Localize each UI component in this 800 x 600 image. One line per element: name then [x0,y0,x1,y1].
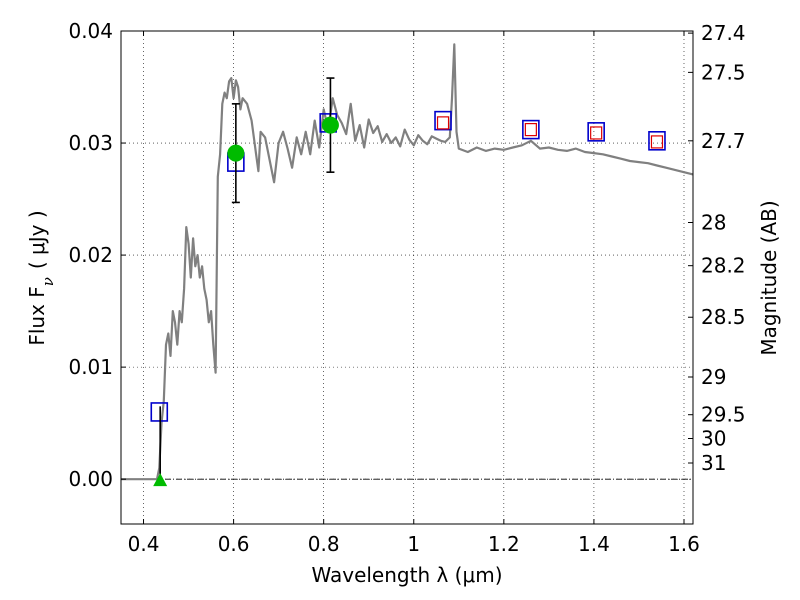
x-tick-label: 1.2 [488,532,520,556]
x-tick-label: 0.4 [128,532,160,556]
axis-ticks: 0.4 0.6 0.8 1 1.2 1.4 1.6 0.00 0.01 0.02 0.03 0.04 2… [68,19,745,556]
y2-tick-label: 27.5 [701,60,746,84]
y2-tick-label: 28.2 [701,254,746,278]
x-tick-label: 1.6 [668,532,700,556]
svg-text:Flux Fν( μJy ): Flux Fν ( μJy ) [25,210,57,345]
x-tick-label: 1.4 [578,532,610,556]
y-tick-label: 0.02 [68,243,113,267]
y2-tick-label: 29.5 [701,403,746,427]
y-axis-title: Flux Fν ( μJy ) [25,210,57,345]
synthetic-photometry-square [650,135,664,149]
y-tick-label: 0.03 [68,131,113,155]
y-tick-label: 0.01 [68,355,113,379]
y-axis-title-unit: ( μJy ) [25,210,49,269]
x-tick-label: 0.8 [308,532,340,556]
y2-tick-label: 27.4 [701,21,746,45]
model-photometry-square [150,402,169,422]
model-photometry-square [587,122,605,142]
y2-tick-label: 30 [701,427,726,451]
y-tick-label: 0.04 [68,19,113,43]
y2-tick-label: 29 [701,365,726,389]
chart-marks [121,43,694,487]
y-tick-label: 0.00 [68,467,113,491]
observed-point [227,144,245,162]
x-tick-label: 0.6 [218,532,250,556]
y-axis-title-sub: ν [39,277,57,286]
model-photometry-square [522,119,540,140]
y2-tick-label: 27.7 [701,129,746,153]
x-tick-label: 1 [407,532,420,556]
y2-tick-label: 28 [701,211,726,235]
observed-point [321,116,339,134]
y2-axis-title: Magnitude (AB) [757,200,781,355]
model-photometry-square [648,131,666,151]
model-sed-line [121,43,694,481]
synthetic-photometry-square [436,116,450,130]
synthetic-photometry-square [590,126,603,140]
synthetic-photometry-square [524,122,537,137]
model-photometry-square [434,110,452,131]
y-axis-title-main: Flux F [25,286,49,345]
y2-tick-label: 28.5 [701,305,746,329]
upper-limit-triangle [153,473,168,487]
plot-area [121,31,693,524]
plot-frame [120,30,694,525]
x-axis-title: Wavelength λ (μm) [311,563,502,587]
y2-tick-label: 31 [701,451,726,475]
